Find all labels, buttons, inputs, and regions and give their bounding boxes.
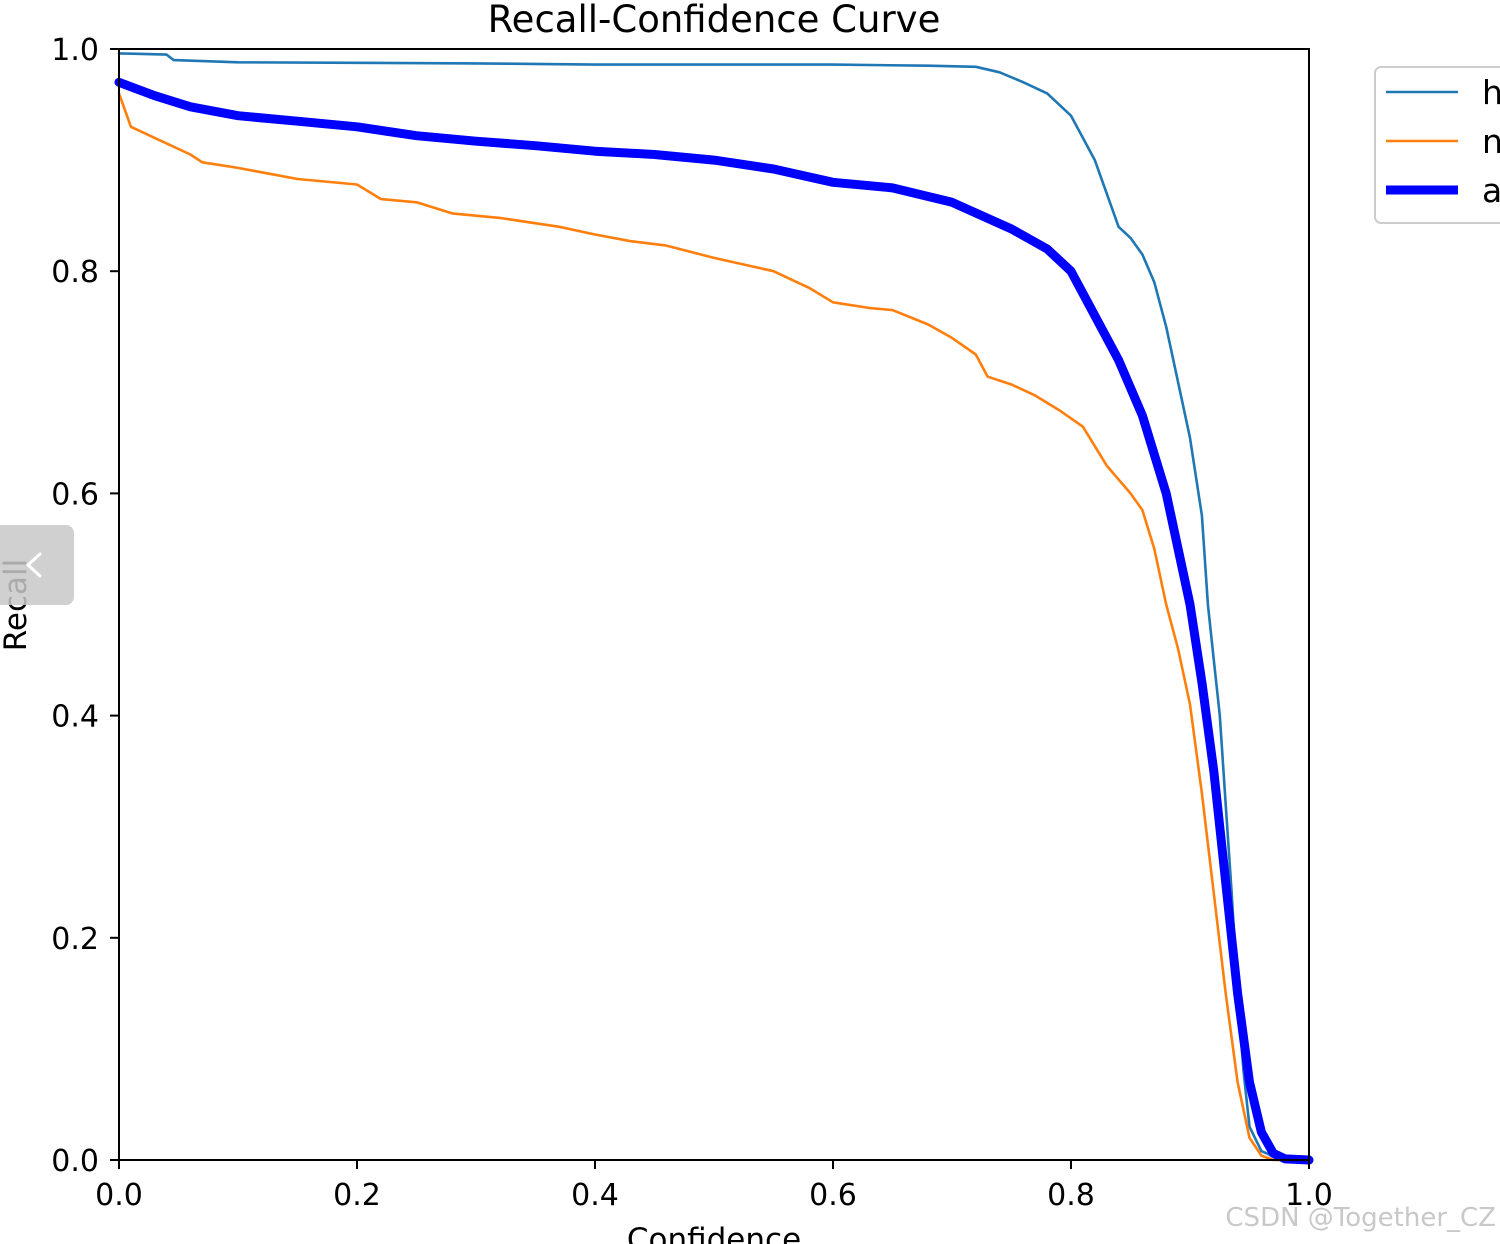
legend-box (1374, 66, 1500, 224)
plot-series-group (114, 52, 1314, 1165)
y-tick-label: 0.2 (51, 922, 99, 957)
y-axis: 0.0 0.2 0.4 0.6 0.8 1.0 (51, 33, 119, 1179)
x-tick-label: 0.2 (333, 1178, 381, 1213)
x-tick-label: 0.6 (809, 1178, 857, 1213)
series-line-3 (114, 77, 1314, 1165)
x-tick-label: 0.4 (571, 1178, 619, 1213)
chevron-left-icon (26, 552, 42, 578)
chart-title: Recall-Confidence Curve (488, 0, 941, 41)
watermark: CSDN @Together_CZ (1225, 1203, 1496, 1233)
legend-label-2: n (1482, 122, 1500, 161)
legend-label-1: h (1482, 73, 1500, 112)
y-tick-label: 0.0 (51, 1144, 99, 1179)
series-line-1 (117, 52, 1311, 1162)
series-line-2 (117, 92, 1311, 1162)
x-axis-label: Confidence (627, 1222, 801, 1244)
y-tick-label: 1.0 (51, 33, 99, 68)
legend: hna (1374, 66, 1500, 224)
y-tick-label: 0.8 (51, 255, 99, 290)
plot-frame (118, 48, 1310, 1161)
x-tick-label: 1.0 (1285, 1178, 1333, 1213)
collapse-sidebar-button[interactable] (0, 525, 74, 605)
legend-label-3: a (1482, 171, 1500, 210)
y-tick-label: 0.6 (51, 477, 99, 512)
x-tick-label: 0.0 (95, 1178, 143, 1213)
x-axis: 0.0 0.2 0.4 0.6 0.8 1.0 (95, 1160, 1333, 1213)
y-tick-label: 0.4 (51, 700, 99, 735)
x-tick-label: 0.8 (1047, 1178, 1095, 1213)
